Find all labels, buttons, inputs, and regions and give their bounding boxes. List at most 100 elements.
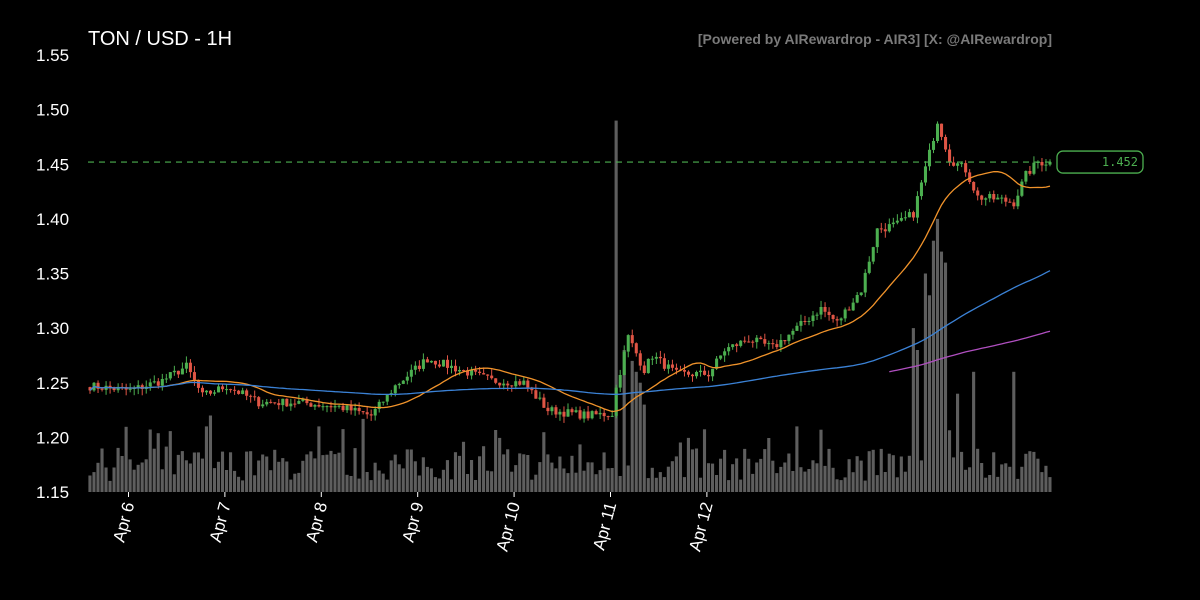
volume-bar (947, 430, 952, 492)
candle (429, 360, 433, 364)
candle (144, 380, 148, 394)
volume-bar (188, 463, 192, 492)
candle-body (100, 388, 104, 390)
candle-body (803, 321, 807, 322)
candle (931, 138, 936, 154)
volume-bar (1044, 465, 1048, 492)
candle (437, 360, 441, 368)
volume-bar (891, 455, 895, 492)
candle-body (907, 212, 911, 218)
candle-body (478, 371, 482, 373)
volume-bar (546, 454, 550, 492)
candle (670, 359, 674, 372)
candle-body (281, 398, 285, 406)
candle-body (590, 411, 594, 419)
candle (747, 335, 751, 343)
volume-bar (927, 295, 931, 492)
x-tick-label: Apr 8 (302, 500, 331, 544)
candle-body (449, 365, 454, 368)
candle-body (204, 390, 209, 393)
volume-bar (96, 462, 100, 492)
candle-body (823, 307, 827, 312)
candle-body (265, 401, 269, 405)
candle-body (196, 379, 200, 388)
volume-bar (1032, 451, 1036, 492)
volume-bar (180, 451, 184, 492)
volume-bar (116, 447, 120, 492)
candle-body (233, 389, 237, 391)
volume-bar (349, 476, 353, 492)
candle-body (988, 194, 992, 199)
volume-bar (337, 452, 341, 492)
chart-title: TON / USD - 1H (88, 28, 233, 50)
volume-bar (791, 471, 795, 492)
volume-bar (120, 456, 124, 492)
x-tick-label: Apr 6 (109, 500, 138, 544)
volume-bar (867, 451, 871, 492)
volume-bar (678, 442, 682, 492)
volume-bar (727, 480, 731, 492)
candle-body (297, 401, 301, 404)
candle-body (960, 163, 964, 165)
volume-bar (514, 465, 518, 492)
candle (566, 403, 570, 417)
volume-bar (638, 382, 642, 492)
volume-bar (775, 473, 779, 492)
volume-bar (887, 453, 891, 492)
candle (213, 390, 217, 396)
candle (317, 398, 321, 408)
candle-body (1044, 164, 1048, 166)
candle-body (899, 218, 903, 221)
candle (120, 383, 124, 390)
candle (690, 373, 695, 382)
candle-body (787, 334, 791, 342)
candle (915, 191, 919, 224)
volume-bar (361, 418, 365, 492)
candle (686, 370, 691, 378)
volume-bar (799, 467, 803, 492)
candle-body (333, 406, 337, 408)
candle-body (743, 340, 747, 342)
candle (787, 334, 791, 345)
candle-body (670, 364, 674, 368)
y-tick-label: 1.50 (36, 101, 69, 120)
volume-bar (807, 469, 811, 492)
candle (550, 405, 554, 416)
volume-bar (863, 480, 867, 492)
candle-body (903, 217, 907, 219)
candle (883, 223, 887, 238)
candle-body (919, 182, 923, 197)
volume-bar (373, 462, 377, 492)
volume-bar (156, 433, 160, 492)
candle-body (96, 382, 100, 389)
candle-body (510, 385, 514, 387)
candle-body (225, 389, 229, 391)
volume-bar (128, 459, 132, 492)
volume-bar (747, 458, 751, 492)
candle (397, 382, 401, 389)
volume-bar (445, 460, 449, 492)
candle (373, 406, 377, 421)
candle-body (923, 166, 927, 183)
candle (695, 370, 699, 379)
volume-bar (968, 467, 972, 492)
candle-body (526, 380, 530, 388)
volume-bar (168, 431, 172, 492)
candle-body (337, 405, 341, 407)
candle-body (409, 369, 413, 377)
volume-bar (136, 464, 140, 492)
volume-bar (160, 469, 164, 492)
candle-body (462, 370, 466, 371)
candle (180, 362, 184, 375)
volume-bar (1008, 466, 1012, 492)
candle-body (293, 403, 297, 405)
volume-bar (702, 429, 707, 492)
volume-bar (192, 452, 196, 492)
candle (867, 256, 871, 275)
volume-bar (951, 457, 956, 492)
volume-bar (329, 450, 333, 492)
candle (863, 269, 867, 298)
candle-body (703, 370, 707, 375)
candle (309, 401, 313, 407)
candle-body (241, 390, 245, 394)
